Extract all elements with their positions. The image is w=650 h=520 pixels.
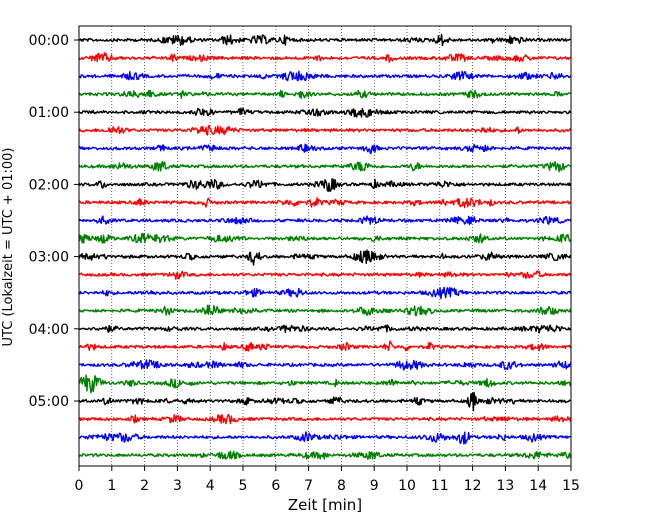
- trace-9: [78, 197, 572, 209]
- x-tick-label-8: 8: [337, 478, 346, 494]
- trace-23: [78, 450, 572, 460]
- y-axis-label: UTC (Lokalzeit = UTC + 01:00): [1, 148, 16, 347]
- x-tick-label-5: 5: [239, 478, 248, 494]
- x-tick-label-0: 0: [75, 478, 84, 494]
- x-tick-label-10: 10: [398, 478, 416, 494]
- trace-22: [78, 431, 572, 445]
- y-axis-ticks: 00:00 01:00 02:00 03:00 04:00 05:00: [29, 33, 79, 410]
- x-tick-label-7: 7: [304, 478, 313, 494]
- y-tick-label-1: 01:00: [29, 105, 69, 121]
- x-tick-label-3: 3: [173, 478, 182, 494]
- trace-12: [78, 249, 572, 266]
- x-tick-label-12: 12: [464, 478, 482, 494]
- trace-3: [78, 89, 572, 100]
- trace-20: [78, 391, 572, 412]
- trace-11: [78, 232, 572, 244]
- x-tick-label-13: 13: [496, 478, 514, 494]
- x-tick-label-6: 6: [271, 478, 280, 494]
- x-axis-ticks: 0 1 2 3 4 5 6 7 8 9 10 11 12 13 14 15: [75, 466, 580, 494]
- trace-16: [78, 324, 572, 334]
- x-tick-label-4: 4: [206, 478, 215, 494]
- trace-15: [78, 304, 572, 317]
- trace-21: [78, 413, 572, 425]
- plot-frame: [78, 25, 572, 467]
- x-axis-label: Zeit [min]: [288, 496, 362, 514]
- trace-6: [78, 143, 572, 155]
- trace-2: [78, 70, 572, 82]
- seismic-traces: [78, 33, 572, 460]
- trace-14: [78, 286, 572, 300]
- y-tick-label-2: 02:00: [29, 177, 69, 193]
- trace-10: [78, 215, 572, 226]
- trace-1: [78, 52, 572, 63]
- trace-5: [78, 124, 572, 136]
- y-tick-label-4: 04:00: [29, 322, 69, 338]
- trace-18: [78, 359, 572, 371]
- trace-17: [78, 340, 572, 352]
- trace-13: [78, 270, 572, 280]
- y-tick-label-5: 05:00: [29, 394, 69, 410]
- trace-0: [78, 33, 572, 47]
- x-tick-label-15: 15: [562, 478, 580, 494]
- trace-19: [78, 374, 572, 394]
- trace-8: [78, 177, 572, 192]
- trace-7: [78, 160, 572, 173]
- y-tick-label-0: 00:00: [29, 33, 69, 49]
- x-tick-label-11: 11: [431, 478, 449, 494]
- x-tick-label-9: 9: [370, 478, 379, 494]
- x-tick-label-2: 2: [140, 478, 149, 494]
- y-tick-label-3: 03:00: [29, 250, 69, 266]
- trace-4: [78, 107, 572, 118]
- x-tick-label-14: 14: [529, 478, 547, 494]
- x-tick-label-1: 1: [107, 478, 116, 494]
